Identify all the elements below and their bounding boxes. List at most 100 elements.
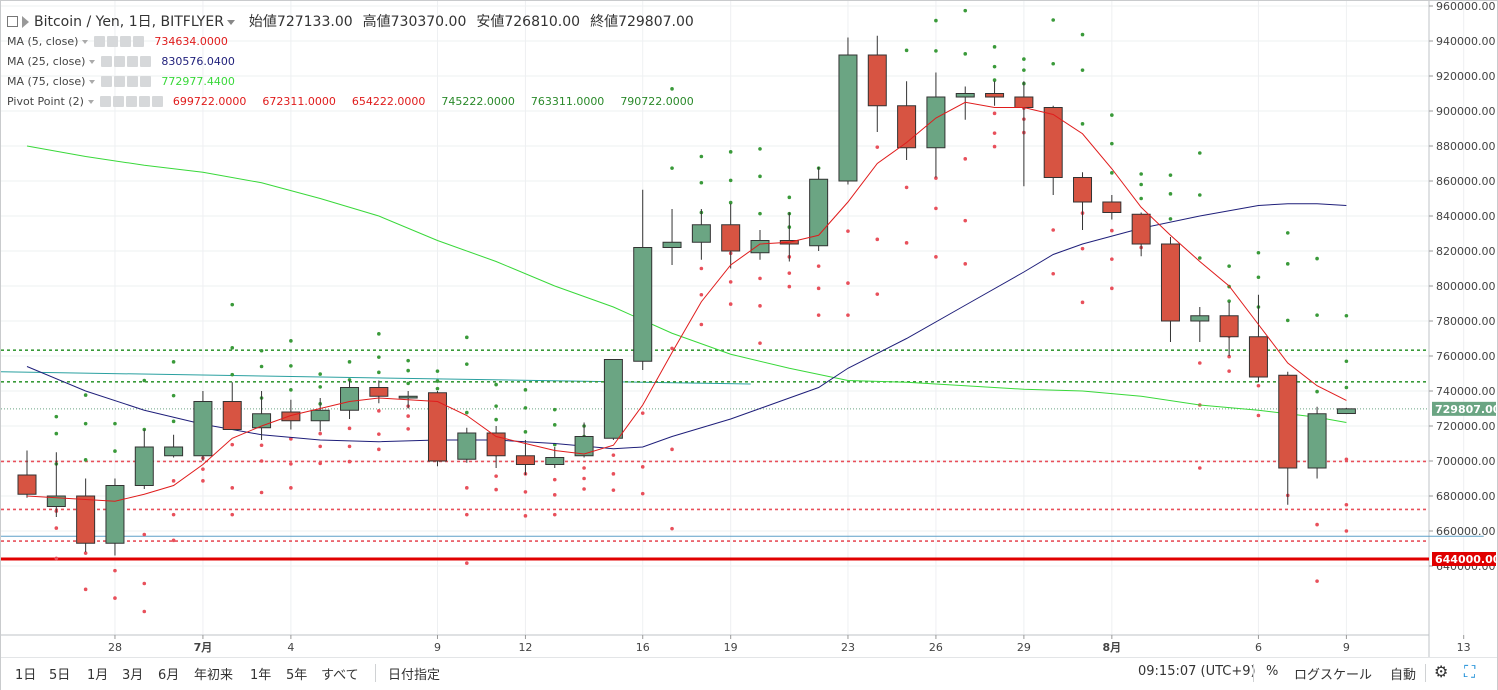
plus-icon[interactable] (120, 35, 132, 47)
candle[interactable] (486, 432, 506, 457)
candle[interactable] (76, 495, 96, 544)
candle[interactable] (164, 446, 184, 457)
price-tick-label: 740000.00 (1436, 385, 1496, 398)
price-chart[interactable]: 960000.00 940000.00 920000.00 900000.00 8800… (1, 1, 1497, 657)
candle[interactable] (427, 392, 447, 462)
candle[interactable] (603, 359, 623, 439)
pivot-dot (1022, 68, 1026, 72)
indicator-row[interactable]: Pivot Point (2) 699722.0000 672311.0000 654… (7, 93, 702, 111)
candle[interactable] (985, 93, 1005, 98)
candle[interactable] (1190, 315, 1210, 322)
eye-icon[interactable] (99, 95, 111, 107)
log-scale-button[interactable]: ログスケール (1294, 668, 1373, 683)
indicator-row[interactable]: MA (5, close) 734634.0000 (7, 33, 236, 51)
pivot-dot (83, 421, 88, 426)
settings-icon[interactable] (114, 75, 126, 87)
date-tick-label: 29 (1017, 641, 1031, 654)
candle[interactable] (1248, 336, 1268, 378)
eye-icon[interactable] (101, 55, 113, 67)
close-icon[interactable] (151, 95, 163, 107)
candle[interactable] (1278, 374, 1298, 469)
candle[interactable] (1336, 408, 1356, 415)
collapse-box-icon[interactable] (7, 15, 18, 27)
symbol-title[interactable]: Bitcoin / Yen, 1日, BITFLYER (34, 14, 224, 30)
candle[interactable] (46, 495, 66, 507)
candle[interactable] (1014, 96, 1034, 108)
range-button[interactable]: 1月 (87, 668, 109, 683)
percent-scale-button[interactable]: % (1266, 664, 1279, 679)
pivot-dot (934, 255, 938, 259)
candle[interactable] (955, 93, 975, 98)
plus-icon[interactable] (138, 95, 150, 107)
candle[interactable] (281, 411, 301, 422)
eye-icon[interactable] (101, 75, 113, 87)
candle[interactable] (1219, 315, 1239, 338)
range-button[interactable]: 5年 (286, 668, 308, 683)
candle[interactable] (515, 455, 535, 465)
plus-icon[interactable] (127, 55, 139, 67)
candle[interactable] (17, 474, 37, 495)
candle[interactable] (750, 240, 770, 254)
candle[interactable] (574, 436, 594, 457)
range-button[interactable]: 5日 (49, 668, 71, 683)
candle[interactable] (633, 247, 653, 362)
candle[interactable] (340, 387, 360, 411)
candle[interactable] (134, 446, 154, 486)
close-icon[interactable] (140, 55, 152, 67)
chevron-down-icon[interactable] (89, 80, 96, 84)
indicator-name[interactable]: MA (25, close) (7, 55, 86, 68)
indicator-name[interactable]: MA (5, close) (7, 35, 79, 48)
candle[interactable] (809, 178, 829, 247)
flag-icon[interactable] (22, 16, 29, 28)
candle[interactable] (867, 54, 887, 107)
candle[interactable] (105, 485, 125, 544)
settings-icon[interactable] (107, 35, 119, 47)
candle[interactable] (691, 224, 711, 243)
candle[interactable] (926, 96, 946, 149)
candle[interactable] (193, 401, 213, 457)
candle[interactable] (398, 395, 418, 399)
candle[interactable] (1131, 213, 1151, 245)
indicator-row[interactable]: MA (25, close) 830576.0400 (7, 53, 243, 71)
auto-scale-button[interactable]: 自動 (1390, 668, 1417, 683)
chevron-down-icon[interactable] (226, 19, 235, 25)
indicator-name[interactable]: MA (75, close) (7, 75, 86, 88)
range-button[interactable]: すべて (321, 668, 359, 683)
eye-icon[interactable] (94, 35, 106, 47)
candle[interactable] (1073, 177, 1093, 203)
symbol-header[interactable]: Bitcoin / Yen, 1日, BITFLYER 始値727133.00 高値… (7, 13, 704, 31)
range-button[interactable]: 6月 (158, 668, 180, 683)
candle[interactable] (310, 409, 330, 422)
candle[interactable] (897, 105, 917, 149)
candle[interactable] (721, 224, 741, 252)
candle[interactable] (1307, 413, 1327, 469)
indicator-row[interactable]: MA (75, close) 772977.4400 (7, 73, 243, 91)
source-code-icon[interactable] (125, 95, 137, 107)
candle[interactable] (545, 457, 565, 465)
chevron-down-icon[interactable] (82, 40, 89, 44)
range-button[interactable]: 3月 (122, 668, 144, 683)
fullscreen-icon[interactable]: ⛶ (1464, 662, 1476, 681)
date-range-button[interactable]: 日付指定 (388, 668, 441, 683)
candle[interactable] (838, 54, 858, 182)
close-icon[interactable] (140, 75, 152, 87)
chevron-down-icon[interactable] (87, 100, 94, 104)
settings-icon[interactable] (114, 55, 126, 67)
range-button[interactable]: 年初来 (194, 668, 234, 683)
pivot-dot (992, 78, 997, 82)
close-icon[interactable] (133, 35, 145, 47)
chevron-down-icon[interactable] (89, 60, 96, 64)
settings-icon[interactable] (112, 95, 124, 107)
range-button[interactable]: 1年 (250, 668, 272, 683)
range-button[interactable]: 1日 (15, 668, 37, 683)
indicator-name[interactable]: Pivot Point (2) (7, 95, 84, 108)
candle[interactable] (457, 432, 477, 460)
candle[interactable] (1160, 243, 1180, 322)
gear-icon[interactable]: ⚙ (1434, 662, 1449, 681)
candle[interactable] (222, 401, 242, 430)
candle[interactable] (369, 387, 389, 397)
candle[interactable] (662, 241, 682, 248)
plus-icon[interactable] (127, 75, 139, 87)
candle[interactable] (1102, 201, 1122, 213)
candle[interactable] (1043, 107, 1063, 178)
